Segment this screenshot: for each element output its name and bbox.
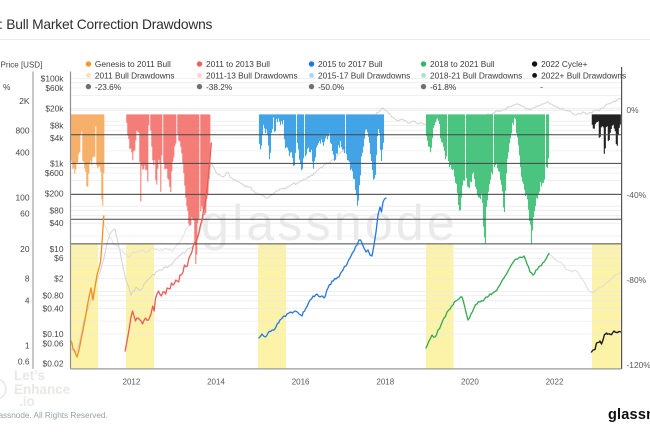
svg-text:2011 Bull Drawdowns: 2011 Bull Drawdowns <box>95 71 175 81</box>
svg-text:400: 400 <box>16 148 30 158</box>
svg-text:$40: $40 <box>50 218 64 228</box>
svg-text:2015-17 Bull Drawdowns: 2015-17 Bull Drawdowns <box>318 71 410 81</box>
svg-text:-40%: -40% <box>627 190 647 200</box>
svg-text:$6: $6 <box>54 253 64 263</box>
svg-text:-80%: -80% <box>627 275 647 285</box>
svg-text:%: % <box>3 82 11 92</box>
svg-text:0.6: 0.6 <box>18 357 30 367</box>
svg-text:$20k: $20k <box>45 103 64 113</box>
svg-text:$0.06: $0.06 <box>43 338 64 348</box>
svg-text:2015 to 2017 Bull: 2015 to 2017 Bull <box>318 59 383 69</box>
svg-text:2018: 2018 <box>376 378 394 387</box>
svg-text:2012: 2012 <box>123 378 141 387</box>
svg-text:$0.02: $0.02 <box>43 359 64 369</box>
svg-text:-: - <box>540 82 543 92</box>
svg-text:-120%: -120% <box>627 360 650 370</box>
svg-text:1: 1 <box>25 340 30 350</box>
svg-text:60: 60 <box>20 209 30 219</box>
svg-text:$10: $10 <box>50 244 64 254</box>
svg-text:Enhance: Enhance <box>14 382 71 397</box>
svg-text:100: 100 <box>16 192 30 202</box>
svg-text:2018 to 2021 Bull: 2018 to 2021 Bull <box>430 59 495 69</box>
svg-text:0%: 0% <box>627 105 640 115</box>
svg-text:$2: $2 <box>54 274 64 284</box>
svg-text:800: 800 <box>16 126 30 136</box>
svg-text:2018-21 Bull Drawdowns: 2018-21 Bull Drawdowns <box>430 71 522 81</box>
svg-text:-61.8%: -61.8% <box>430 82 457 92</box>
svg-text:$0.10: $0.10 <box>43 329 64 339</box>
svg-text:$0.40: $0.40 <box>43 303 64 313</box>
svg-text:$4k: $4k <box>50 133 64 143</box>
svg-text:Genesis to 2011 Bull: Genesis to 2011 Bull <box>95 59 171 69</box>
svg-text:2011 to 2013 Bull: 2011 to 2013 Bull <box>206 59 270 69</box>
svg-text:assnode. All Rights Reserved.: assnode. All Rights Reserved. <box>0 411 108 420</box>
svg-text:Price [USD]: Price [USD] <box>1 61 43 70</box>
svg-text:: Bull Market Correction Drawd: : Bull Market Correction Drawdowns <box>0 17 213 32</box>
svg-text:2014: 2014 <box>207 378 225 387</box>
svg-text:-23.6%: -23.6% <box>95 82 122 92</box>
svg-text:Let’s: Let’s <box>14 368 45 383</box>
svg-text:.io: .io <box>19 394 35 409</box>
svg-text:glassn: glassn <box>608 407 650 423</box>
svg-text:20: 20 <box>20 244 30 254</box>
svg-text:$100k: $100k <box>41 74 65 84</box>
svg-text:$600: $600 <box>45 168 64 178</box>
svg-text:2022: 2022 <box>546 378 564 387</box>
svg-text:-50.0%: -50.0% <box>318 82 345 92</box>
svg-text:$60k: $60k <box>45 83 64 93</box>
svg-text:-38.2%: -38.2% <box>206 82 233 92</box>
svg-text:2011-13 Bull Drawdowns: 2011-13 Bull Drawdowns <box>206 71 298 81</box>
svg-text:$0.80: $0.80 <box>43 291 64 301</box>
svg-text:2022 Cycle+: 2022 Cycle+ <box>541 59 588 69</box>
svg-text:4: 4 <box>25 296 30 306</box>
svg-text:2022+ Bull Drawdowns: 2022+ Bull Drawdowns <box>541 71 626 81</box>
svg-text:$200: $200 <box>45 188 64 198</box>
svg-text:8: 8 <box>25 274 30 284</box>
svg-text:$1k: $1k <box>50 159 64 169</box>
svg-text:$8k: $8k <box>50 120 64 130</box>
svg-text:2K: 2K <box>19 96 30 106</box>
svg-text:2016: 2016 <box>292 378 310 387</box>
svg-text:$80: $80 <box>50 205 64 215</box>
svg-text:2020: 2020 <box>461 378 479 387</box>
